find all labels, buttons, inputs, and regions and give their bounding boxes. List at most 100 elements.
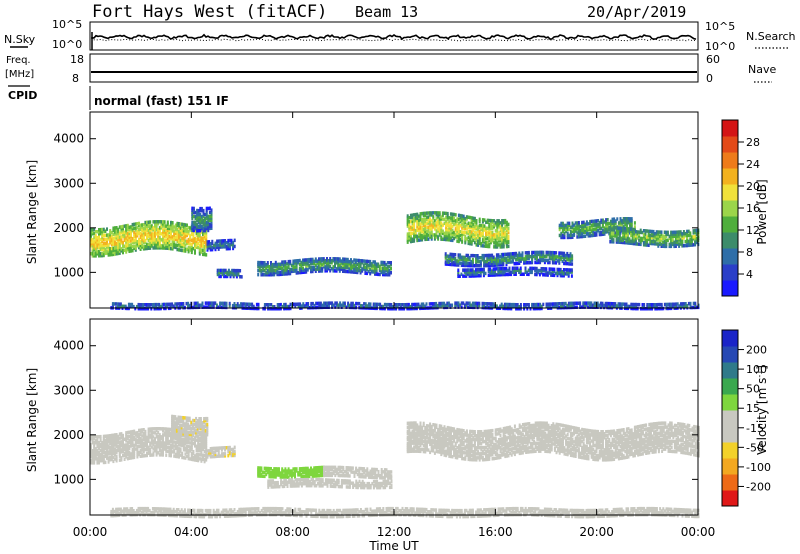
heatmap-cell xyxy=(158,427,161,431)
heatmap-cell xyxy=(630,227,633,231)
heatmap-cell xyxy=(443,303,446,308)
heatmap-cell xyxy=(484,253,487,258)
heatmap-cell xyxy=(146,435,148,440)
heatmap-cell xyxy=(396,305,399,309)
heatmap-cell xyxy=(98,242,100,246)
heatmap-cell xyxy=(126,430,129,435)
heatmap-cell xyxy=(471,262,474,266)
heatmap-cell xyxy=(131,447,134,452)
heatmap-cell xyxy=(615,240,618,244)
heatmap-cell xyxy=(422,229,425,234)
heatmap-cell xyxy=(195,239,198,243)
heatmap-cell xyxy=(165,240,168,244)
colorbar-segment xyxy=(722,248,738,265)
heatmap-cell xyxy=(443,233,446,238)
heatmap-cell xyxy=(614,219,617,223)
heatmap-cell xyxy=(689,231,692,235)
heatmap-cell xyxy=(474,274,477,278)
heatmap-cell xyxy=(391,307,394,311)
heatmap-cell xyxy=(481,253,484,258)
heatmap-cell xyxy=(327,305,330,309)
heatmap-cell xyxy=(507,240,510,245)
heatmap-cell xyxy=(642,233,645,237)
heatmap-cell xyxy=(237,273,240,277)
heatmap-cell xyxy=(382,304,385,309)
heatmap-cell xyxy=(115,228,118,232)
heatmap-cell xyxy=(470,218,473,222)
heatmap-cell xyxy=(192,449,195,454)
heatmap-cell xyxy=(114,433,116,437)
heatmap-cell xyxy=(673,232,676,236)
heatmap-cell xyxy=(671,240,674,245)
heatmap-cell xyxy=(571,256,574,260)
heatmap-cell xyxy=(474,272,477,276)
heatmap-cell xyxy=(435,225,438,229)
heatmap-cell xyxy=(513,272,516,276)
heatmap-cell xyxy=(263,303,266,307)
heatmap-cell xyxy=(182,249,185,253)
heatmap-cell xyxy=(492,271,495,275)
heatmap-cell xyxy=(130,229,132,233)
heatmap-cell xyxy=(452,262,455,267)
heatmap-cell xyxy=(168,224,171,229)
heatmap-cell xyxy=(94,250,97,254)
heatmap-cell xyxy=(511,268,514,272)
heatmap-cell xyxy=(571,229,574,233)
heatmap-cell xyxy=(346,263,349,268)
heatmap-cell xyxy=(142,245,145,249)
heatmap-cell xyxy=(125,447,128,451)
heatmap-cell xyxy=(186,229,188,233)
heatmap-cell xyxy=(350,268,352,272)
heatmap-cell xyxy=(128,225,131,229)
heatmap-cell xyxy=(633,225,636,229)
heatmap-cell xyxy=(537,306,540,311)
heatmap-cell xyxy=(126,233,129,238)
heatmap-cell xyxy=(332,257,335,261)
heatmap-cell xyxy=(501,245,504,249)
heatmap-cell xyxy=(136,431,139,435)
heatmap-cell xyxy=(171,444,174,448)
heatmap-cell xyxy=(184,239,187,243)
heatmap-cell xyxy=(547,260,550,265)
heatmap-cell xyxy=(222,239,225,243)
heatmap-cell xyxy=(408,234,411,238)
heatmap-cell xyxy=(187,249,190,254)
heatmap-cell xyxy=(178,447,180,451)
heatmap-cell xyxy=(233,244,236,249)
heatmap-cell xyxy=(620,302,623,306)
heatmap-cell xyxy=(425,233,428,237)
heatmap-cell xyxy=(483,257,486,262)
heatmap-cell xyxy=(338,259,341,263)
heatmap-cell xyxy=(197,235,200,240)
heatmap-cell xyxy=(511,258,514,262)
heatmap-cell xyxy=(107,460,110,464)
heatmap-cell xyxy=(422,227,425,232)
heatmap-cell xyxy=(171,438,174,442)
heatmap-cell xyxy=(478,274,481,278)
heatmap-cell xyxy=(112,451,115,455)
heatmap-cell xyxy=(588,305,591,309)
heatmap-cell xyxy=(408,220,411,224)
heatmap-cell xyxy=(150,437,153,441)
heatmap-cell xyxy=(196,218,199,223)
heatmap-cell xyxy=(430,211,433,215)
heatmap-cell xyxy=(448,238,451,242)
heatmap-cell xyxy=(370,268,373,272)
heatmap-cell xyxy=(139,227,142,231)
heatmap-cell xyxy=(118,446,121,450)
heatmap-cell xyxy=(502,304,505,309)
heatmap-cell xyxy=(91,455,94,459)
heatmap-cell xyxy=(236,304,239,308)
heatmap-cell xyxy=(199,228,202,233)
heatmap-cell xyxy=(641,238,644,243)
heatmap-cell xyxy=(310,259,312,264)
heatmap-cell xyxy=(197,440,200,445)
heatmap-cell xyxy=(93,455,96,459)
heatmap-cell xyxy=(358,260,360,265)
heatmap-cell xyxy=(681,242,684,246)
heatmap-cell xyxy=(154,220,156,224)
heatmap-cell xyxy=(448,230,451,234)
heatmap-cell xyxy=(178,441,180,445)
heatmap-cell xyxy=(112,228,115,232)
heatmap-cell xyxy=(170,220,172,225)
